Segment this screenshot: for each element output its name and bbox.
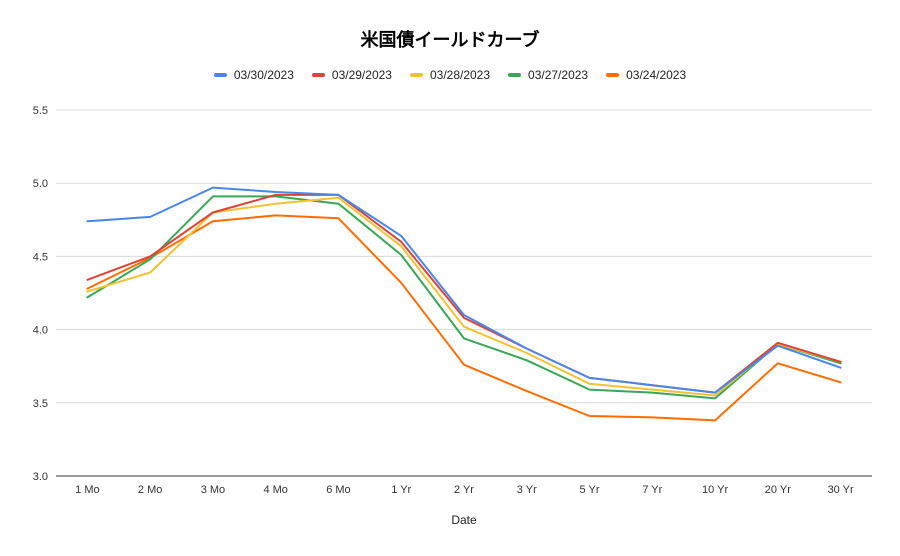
x-tick-label: 4 Mo [263, 484, 287, 496]
y-tick-label: 5.5 [33, 105, 48, 117]
series-line [86, 186, 842, 394]
legend: 03/30/2023 03/29/2023 03/28/2023 03/27/2023… [0, 68, 900, 82]
x-tick-label: 2 Yr [454, 484, 474, 496]
legend-label: 03/27/2023 [528, 68, 589, 82]
legend-item: 03/28/2023 [409, 68, 491, 82]
x-axis-label: Date [451, 513, 477, 527]
x-tick-label: 20 Yr [765, 484, 791, 496]
x-tick-label: 1 Mo [75, 484, 99, 496]
x-tick-label: 1 Yr [391, 484, 411, 496]
legend-label: 03/29/2023 [331, 68, 392, 82]
legend-label: 03/28/2023 [429, 68, 491, 82]
legend-item: 03/27/2023 [508, 68, 588, 82]
y-tick-label: 5.0 [33, 178, 48, 190]
y-tick-label: 3.0 [33, 471, 48, 483]
x-tick-label: 3 Yr [517, 484, 537, 496]
x-tick-label: 30 Yr [828, 484, 854, 496]
legend-item: 03/24/2023 [606, 68, 686, 82]
legend-label: 03/24/2023 [626, 68, 687, 82]
series-line [86, 214, 842, 422]
series-line [86, 195, 842, 400]
x-tick-label: 3 Mo [201, 484, 225, 496]
x-tick-label: 2 Mo [138, 484, 162, 496]
legend-swatch [606, 73, 620, 77]
legend-swatch [213, 73, 227, 77]
legend-item: 03/29/2023 [311, 68, 392, 82]
legend-label: 03/30/2023 [233, 68, 294, 82]
x-tick-label: 10 Yr [702, 484, 728, 496]
x-tick-label: 6 Mo [326, 484, 350, 496]
legend-swatch [311, 73, 325, 77]
y-tick-label: 4.0 [33, 325, 48, 337]
legend-swatch [409, 73, 423, 77]
y-tick-label: 4.5 [33, 251, 48, 263]
y-tick-label: 3.5 [33, 398, 48, 410]
legend-swatch [508, 73, 522, 77]
legend-item: 03/30/2023 [213, 68, 294, 82]
x-tick-label: 7 Yr [642, 484, 662, 496]
x-tick-label: 5 Yr [580, 484, 600, 496]
chart-title: 米国債イールドカーブ [360, 30, 540, 51]
